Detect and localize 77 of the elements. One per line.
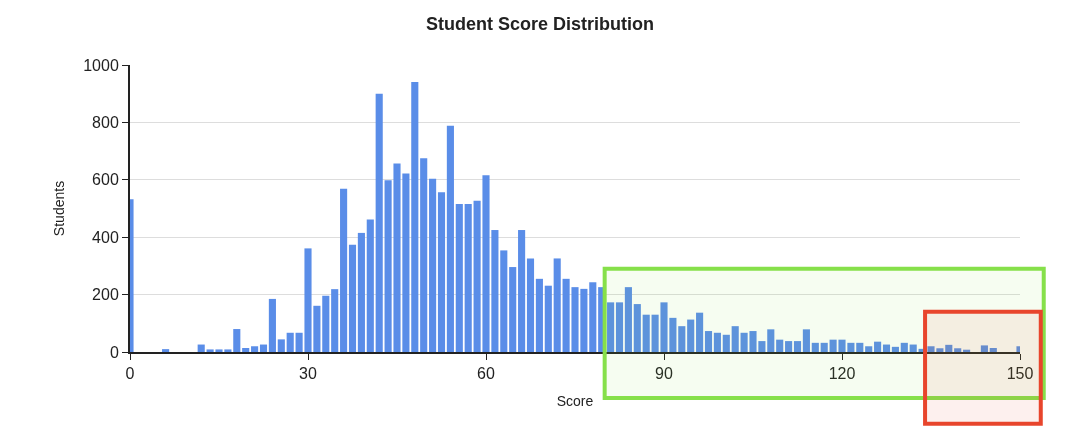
x-tick-label: 120	[828, 365, 856, 383]
bar	[366, 219, 374, 352]
bar	[865, 346, 873, 352]
bar	[446, 125, 454, 352]
bar	[989, 347, 997, 352]
bar	[624, 287, 632, 352]
bar	[785, 341, 793, 352]
bar	[259, 344, 268, 352]
bar	[375, 93, 383, 352]
bar	[500, 250, 508, 352]
bar	[277, 339, 285, 352]
bar	[980, 345, 988, 352]
bar	[696, 312, 704, 352]
x-axis-title: Score	[556, 393, 594, 409]
bar	[162, 349, 170, 352]
bar	[793, 341, 802, 352]
x-tick-label: 30	[299, 365, 317, 383]
bar	[535, 278, 543, 352]
bar	[598, 287, 606, 352]
bar	[518, 230, 526, 352]
x-tick-label: 0	[125, 365, 135, 383]
x-tick-label: 60	[477, 365, 495, 383]
x-tick-label: 150	[1006, 365, 1034, 383]
bar	[348, 244, 357, 352]
bar	[678, 326, 686, 352]
bar	[945, 344, 953, 352]
bar	[722, 334, 730, 352]
bar	[233, 329, 241, 352]
bar	[811, 342, 819, 352]
bar	[286, 332, 294, 352]
chart-title: Student Score Distribution	[425, 14, 655, 35]
bar	[891, 346, 899, 352]
bar	[589, 282, 597, 352]
y-tick-label: 400	[92, 228, 119, 246]
bar	[197, 344, 205, 352]
y-tick-label: 600	[92, 171, 119, 189]
bar	[420, 158, 428, 352]
bar	[455, 203, 463, 352]
bar	[251, 346, 259, 352]
bar	[242, 347, 250, 352]
bar	[856, 342, 864, 352]
bar	[615, 302, 624, 352]
bar	[544, 285, 552, 352]
y-tick-label: 800	[92, 114, 119, 131]
bar	[268, 298, 276, 352]
bar	[900, 342, 908, 352]
bar	[331, 289, 339, 352]
bar	[802, 329, 810, 352]
bar	[767, 329, 775, 352]
bar	[340, 188, 348, 352]
bar	[633, 304, 641, 352]
bar	[553, 258, 561, 352]
bar	[642, 314, 650, 352]
bar	[509, 267, 517, 352]
bar	[820, 342, 828, 352]
y-tick-label: 200	[92, 286, 119, 304]
bar	[713, 332, 721, 352]
bar	[437, 192, 446, 352]
bar	[411, 81, 419, 352]
bar	[882, 344, 891, 352]
bar	[357, 232, 365, 352]
bar	[607, 302, 615, 352]
bar	[954, 348, 962, 352]
x-tick-label: 90	[655, 365, 673, 383]
bar	[526, 258, 535, 352]
y-tick-label: 1000	[83, 56, 119, 74]
bar	[429, 178, 437, 352]
bar	[731, 326, 739, 352]
bar	[909, 344, 917, 352]
y-tick-label: 0	[109, 343, 119, 361]
bar	[874, 341, 882, 352]
bar	[704, 331, 713, 352]
bar	[322, 295, 330, 352]
bar	[687, 319, 695, 352]
bar	[776, 339, 784, 352]
bar	[464, 203, 472, 352]
y-axis-title: Students	[51, 180, 68, 237]
